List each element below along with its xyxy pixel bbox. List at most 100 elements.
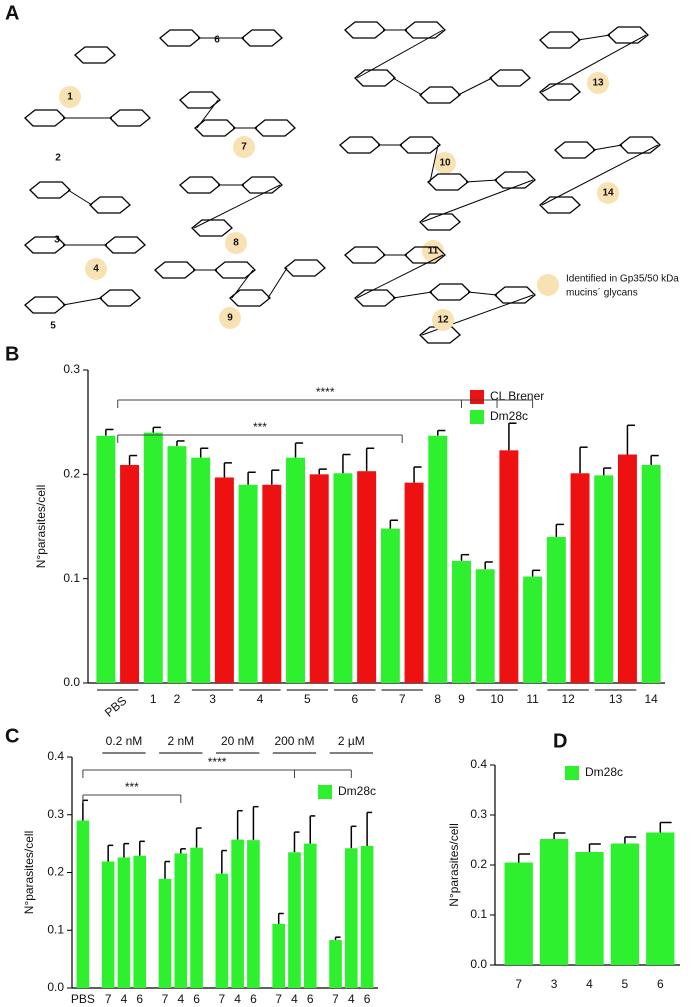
x-tick-label: 6 [351,692,358,706]
x-tick-label: 4 [348,992,355,1006]
x-tick-label: 14 [644,692,658,706]
glycosidic-bond [356,29,444,79]
bar [158,878,172,988]
sugar-ring [344,246,386,264]
x-tick-label: 2 [174,692,181,706]
bar [120,464,140,683]
x-tick-label: 7 [105,992,112,1006]
bar [191,457,211,683]
x-tick-label: PBS [71,992,95,1006]
x-tick-label: 12 [561,692,575,706]
sugar-ring [229,289,271,307]
x-tick-label: 1 [150,692,157,706]
glycosidic-bond [356,254,444,299]
sugar-ring [179,91,221,109]
sugar-ring [109,109,151,127]
x-tick-label: 10 [490,692,504,706]
y-tick-label: 0.0 [63,675,80,689]
group-label: 0.2 nM [106,734,143,748]
compound-number: 13 [592,78,604,89]
bar [523,576,543,683]
y-tick-label: 0.1 [47,922,64,936]
group-label: 2 µM [338,734,365,748]
bar [190,847,203,988]
legend-swatch [318,785,332,799]
x-tick-label: 3 [209,692,216,706]
x-tick-label: 6 [136,992,143,1006]
x-tick-label: 5 [304,692,311,706]
bar [133,855,147,988]
x-tick-label: 7 [162,992,169,1006]
sugar-ring [607,26,649,44]
bar [76,820,90,988]
bar [214,477,234,683]
glycosidic-bond [67,189,93,206]
significance-label: *** [125,780,139,794]
sugar-ring [214,261,256,279]
legend-swatch [470,390,484,404]
x-tick-label: 4 [177,992,184,1006]
x-tick-label: 6 [193,992,200,1006]
x-tick-label: 7 [332,992,339,1006]
x-tick-label: 13 [609,692,623,706]
significance-label: **** [316,385,335,399]
highlight-marker [225,232,247,254]
sugar-ring [104,236,146,254]
glycosidic-bond [62,297,103,306]
bar [143,432,163,683]
compound-number: 1 [67,92,73,103]
highlight-marker [434,152,456,174]
sugar-ring [89,196,131,214]
legend-label: CL Brener [490,389,544,403]
sugar-ring [429,283,471,301]
bar [357,471,377,683]
compound-number: 9 [227,313,233,324]
sugar-ring [194,119,236,137]
highlight-marker [587,72,609,94]
compound-number: 4 [93,264,99,275]
compound-number: 10 [439,158,451,169]
legend-label: Dm28c [585,765,623,779]
sugar-ring [539,31,581,49]
bar [546,536,566,683]
sugar-ring [159,29,201,47]
y-tick-label: 0.4 [47,749,64,763]
x-tick-label: 8 [434,692,441,706]
significance-label: **** [208,755,227,769]
bar [504,862,533,965]
bar [345,848,358,988]
bar [570,473,590,683]
bar [360,845,374,988]
sugar-ring [344,21,386,39]
bar [238,484,258,683]
bar [641,464,661,683]
glycosidic-bond [465,179,498,183]
bar [475,569,495,683]
sugar-ring [419,213,461,231]
x-tick-label: 3 [551,977,558,991]
legend-text: mucins´ glycans [566,287,638,299]
bar [329,940,342,988]
glycosidic-bond [267,267,288,299]
legend-text: Identified in Gp35/50 kDa [566,274,679,285]
sugar-ring [554,141,596,159]
glycosidic-bond [467,291,498,296]
highlight-marker [219,307,241,329]
x-tick-label: 7 [399,692,406,706]
sugar-ring [179,176,221,194]
highlight-marker [233,136,255,158]
x-tick-label: 6 [657,977,664,991]
sugar-ring [354,69,396,87]
sugar-ring [404,21,446,39]
x-tick-label: 7 [515,977,522,991]
sugar-ring [74,46,116,64]
legend-swatch [565,766,579,780]
sugar-ring [354,289,396,307]
sugar-ring [24,109,66,127]
panel-letter: B [5,343,19,365]
bar [174,853,188,988]
bar [539,839,569,965]
y-axis-label: N°parasites/cell [34,485,48,569]
glycosidic-bond [429,144,439,183]
bar [451,560,471,683]
